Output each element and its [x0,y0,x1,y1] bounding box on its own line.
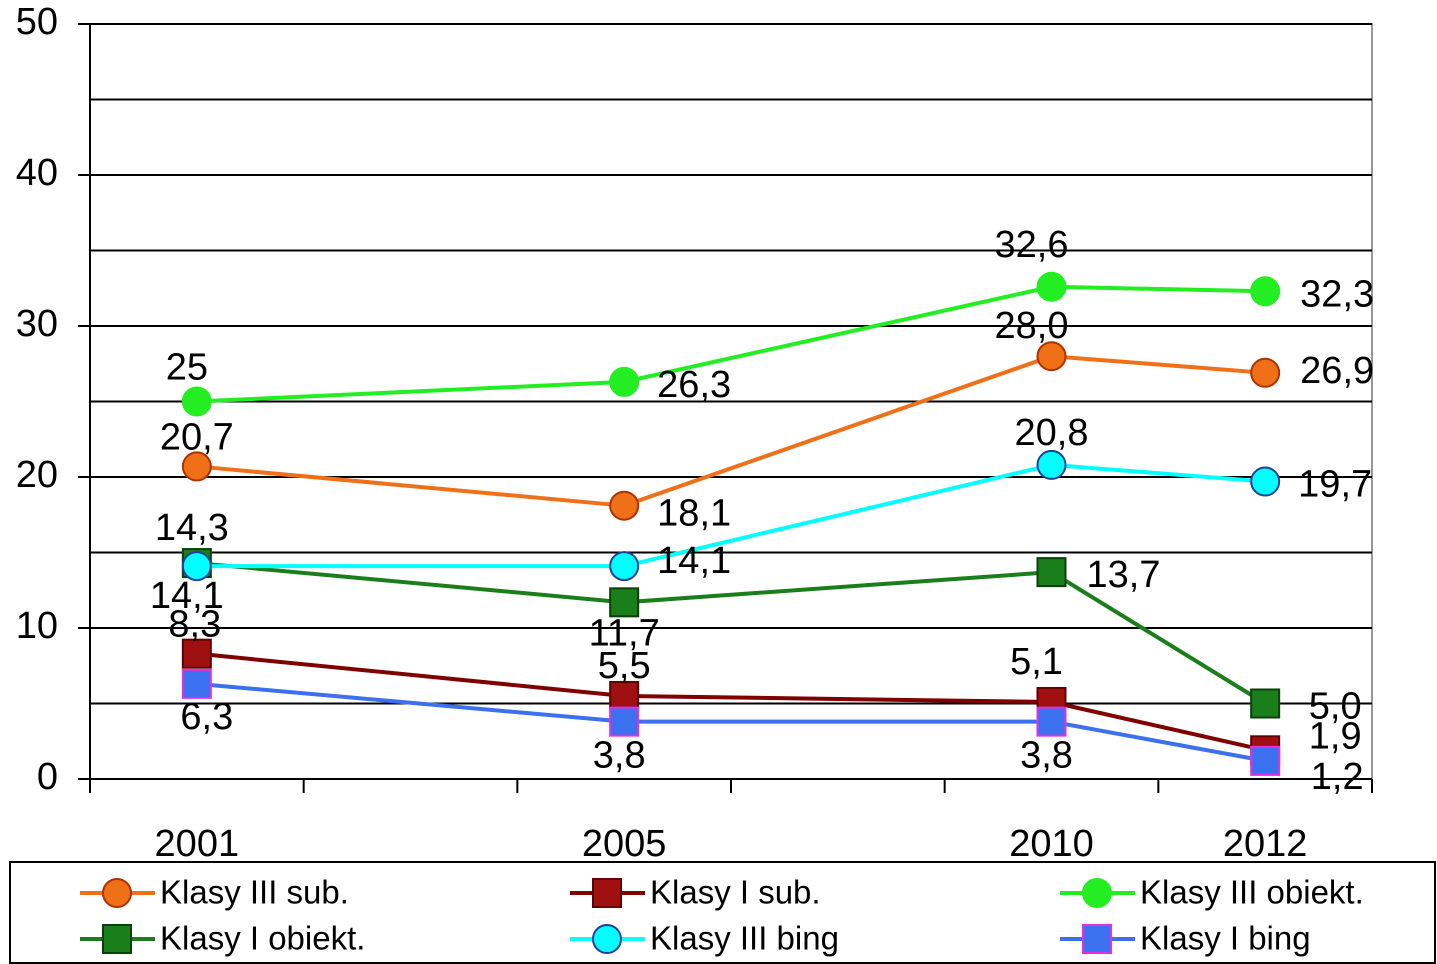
line-segment [196,561,625,605]
marker [1036,449,1067,480]
line-segment [1051,462,1266,484]
data-label: 19,7 [1298,464,1372,506]
data-label: 26,3 [657,364,731,406]
legend-box [9,861,1436,964]
marker [1250,466,1281,497]
y-tick-label: 30 [16,303,58,345]
data-label: 1,2 [1311,756,1364,798]
marker [609,551,640,582]
data-label: 5,0 [1309,686,1362,728]
x-tick-label: 2012 [1223,823,1308,865]
line-segment [196,379,625,404]
line-segment [623,462,1052,569]
x-tick-label: 2010 [1009,823,1094,865]
marker [609,366,640,397]
data-label: 14,1 [150,575,224,617]
data-label: 8,3 [168,604,221,646]
line-segment [1051,284,1266,294]
legend-marker [592,924,622,954]
data-label: 13,7 [1087,554,1161,596]
line-segment [196,651,625,698]
marker [1250,357,1281,388]
data-label: 28,0 [995,305,1069,347]
x-tick-label: 2001 [155,823,240,865]
line-segment [1051,719,1266,763]
marker [609,587,640,618]
legend-label: Klasy I obiekt. [160,920,365,957]
marker [181,551,212,582]
data-label: 26,9 [1300,350,1374,392]
legend-label: Klasy III bing [650,920,839,957]
legend-marker [102,924,132,954]
marker [609,706,640,737]
line-segment [1051,700,1266,753]
legend-marker [1082,924,1112,954]
data-label: 32,6 [995,224,1069,266]
data-label: 11,7 [589,612,660,654]
data-label: 14,3 [155,507,229,549]
line-segment [196,681,625,724]
data-label: 20,8 [1015,412,1089,454]
data-label: 25 [166,347,208,389]
marker [1036,341,1067,372]
line-segment [196,464,625,508]
marker [181,386,212,417]
marker [1036,557,1067,588]
line-segment [1051,354,1266,375]
data-label: 32,3 [1300,273,1374,315]
marker [181,638,212,669]
marker [1250,688,1281,719]
data-label: 6,3 [180,696,233,738]
legend-marker [1082,878,1112,908]
marker [181,451,212,482]
marker [1036,271,1067,302]
data-label: 3,8 [1020,735,1073,777]
line-segment [1050,570,1267,706]
y-tick-label: 10 [16,605,58,647]
legend-marker [592,878,622,908]
data-label: 18,1 [657,493,731,535]
legend-label: Klasy III sub. [160,874,349,911]
legend-label: Klasy I bing [1140,920,1311,957]
y-tick-label: 20 [16,454,58,496]
data-label: 14,1 [657,540,731,582]
y-tick-label: 50 [16,1,58,43]
marker [1036,706,1067,737]
x-tick-label: 2005 [582,823,667,865]
marker [1250,745,1281,776]
data-label: 5,1 [1010,641,1063,683]
line-segment [623,354,1053,508]
line-segment [624,570,1052,605]
data-label: 5,5 [598,645,651,687]
legend-label: Klasy I sub. [650,874,821,911]
legend-marker [102,878,132,908]
line-segment [624,693,1052,704]
y-tick-label: 40 [16,152,58,194]
data-label: 1,9 [1309,715,1362,757]
legend-label: Klasy III obiekt. [1140,874,1364,911]
marker [1250,276,1281,307]
marker [609,490,640,521]
data-label: 3,8 [593,735,646,777]
y-tick-label: 0 [37,756,58,798]
marker [181,668,212,699]
line-segment [623,284,1052,384]
data-label: 20,7 [160,416,234,458]
